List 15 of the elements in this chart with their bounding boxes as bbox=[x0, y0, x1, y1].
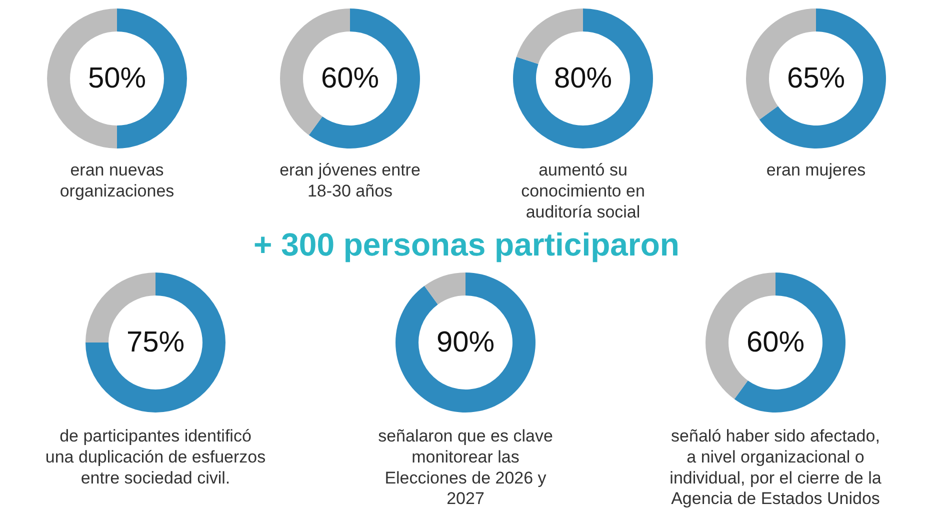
text: eran nuevas organizaciones bbox=[60, 160, 174, 200]
text: 60% bbox=[746, 326, 805, 358]
text: 60% bbox=[320, 62, 380, 94]
text: señaló haber sido afectado, a nivel organizacional o individual, por el cierre de la Agencia de Estados Unidos bbox=[670, 426, 882, 508]
text: aumentó su conocimiento en auditoría social bbox=[521, 160, 645, 222]
text: 75% bbox=[126, 326, 185, 358]
text: + 300 personas participaron bbox=[254, 226, 680, 262]
text: señalaron que es clave monitorear las Elecciones de 2026 y 2027 bbox=[378, 426, 553, 508]
text: eran mujeres bbox=[766, 160, 866, 180]
text: eran jóvenes entre 18-30 años bbox=[280, 160, 420, 200]
text: 90% bbox=[436, 326, 495, 358]
text: 50% bbox=[88, 62, 146, 94]
text: 80% bbox=[554, 62, 612, 94]
text: 65% bbox=[786, 62, 846, 94]
text: de participantes identificó una duplicación de esfuerzos entre sociedad civil. bbox=[45, 426, 266, 488]
